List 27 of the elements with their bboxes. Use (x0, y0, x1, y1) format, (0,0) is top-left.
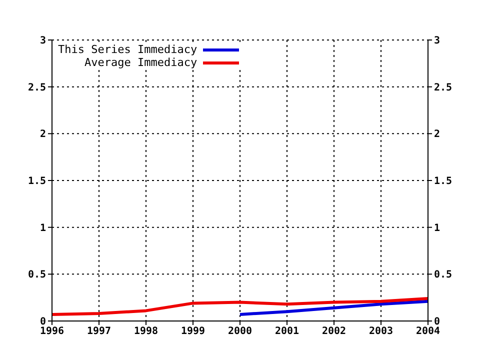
y-tick-label: 2.5 (28, 82, 46, 94)
y2-tick-label: 1 (434, 222, 440, 234)
y2-tick-label: 0 (434, 316, 440, 328)
x-tick-label: 2002 (322, 326, 346, 338)
x-tick-label: 2004 (416, 326, 440, 338)
line-series (52, 297, 428, 316)
x-tick-label: 1998 (134, 326, 158, 338)
y2-tick-label: 2.5 (434, 82, 452, 94)
y-tick-label: 1.5 (28, 176, 46, 188)
x-tick-label: 2000 (228, 326, 252, 338)
y-tick-label: 0.5 (28, 270, 46, 281)
x-tick-label: 1999 (180, 326, 206, 338)
x-tick-label: 1997 (86, 326, 112, 338)
y2-tick-label: 3 (434, 36, 440, 47)
line-series (238, 300, 428, 316)
y-tick-label: 2 (40, 129, 46, 140)
y-tick-label: 1 (40, 222, 46, 234)
y-tick-label: 0 (40, 316, 46, 328)
x-tick-label: 1996 (40, 326, 64, 338)
legend-label: Average Immediacy (84, 56, 198, 69)
y-tick-label: 3 (40, 36, 46, 47)
legend-label: This Series Immediacy (58, 43, 198, 56)
y2-tick-label: 0.5 (434, 270, 452, 281)
x-tick-label: 2001 (274, 326, 300, 338)
y2-tick-label: 2 (434, 129, 440, 140)
y2-tick-label: 1.5 (434, 176, 452, 188)
x-tick-label: 2003 (368, 326, 394, 338)
